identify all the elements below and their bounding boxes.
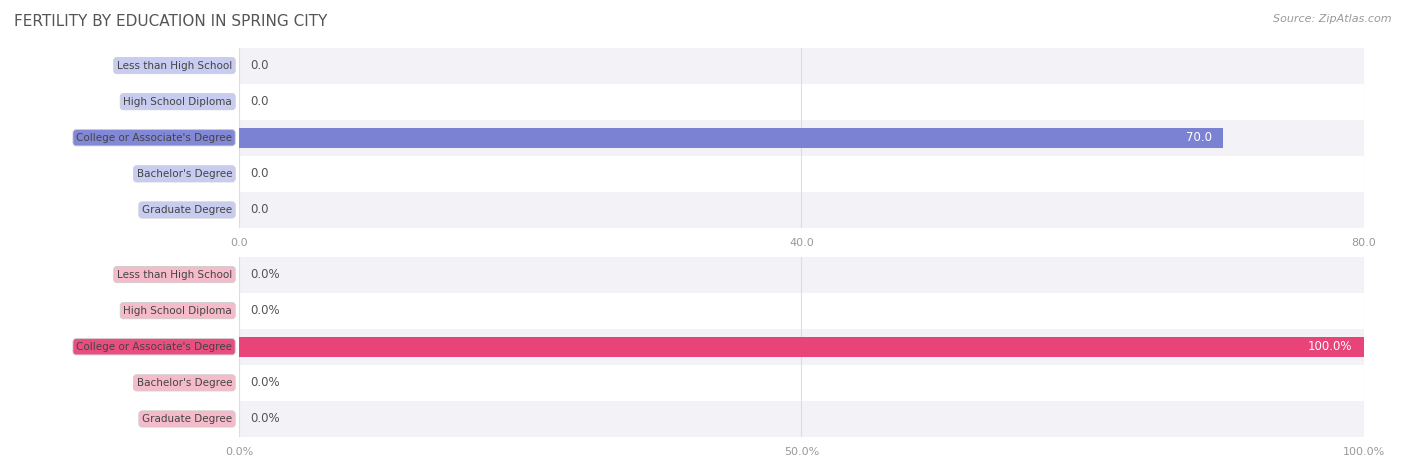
Text: 0.0: 0.0 — [250, 95, 269, 108]
Text: 0.0%: 0.0% — [250, 376, 280, 390]
Text: Less than High School: Less than High School — [117, 269, 232, 280]
Bar — [239, 329, 1364, 365]
Text: Source: ZipAtlas.com: Source: ZipAtlas.com — [1274, 14, 1392, 24]
Text: 100.0%: 100.0% — [1308, 340, 1353, 353]
Bar — [239, 128, 1223, 148]
Text: Bachelor's Degree: Bachelor's Degree — [136, 169, 232, 179]
Text: 0.0: 0.0 — [250, 203, 269, 217]
Bar — [239, 337, 1364, 357]
Text: Graduate Degree: Graduate Degree — [142, 414, 232, 424]
Text: 0.0%: 0.0% — [250, 268, 280, 281]
Text: 0.0%: 0.0% — [250, 304, 280, 317]
Text: College or Associate's Degree: College or Associate's Degree — [76, 133, 232, 143]
Bar — [239, 84, 1364, 120]
Text: Bachelor's Degree: Bachelor's Degree — [136, 378, 232, 388]
Bar — [239, 293, 1364, 329]
Bar — [239, 401, 1364, 437]
Text: 70.0: 70.0 — [1187, 131, 1212, 144]
Text: FERTILITY BY EDUCATION IN SPRING CITY: FERTILITY BY EDUCATION IN SPRING CITY — [14, 14, 328, 29]
Bar — [239, 365, 1364, 401]
Text: 0.0: 0.0 — [250, 59, 269, 72]
Bar — [239, 192, 1364, 228]
Bar — [239, 156, 1364, 192]
Text: 0.0%: 0.0% — [250, 412, 280, 426]
Text: College or Associate's Degree: College or Associate's Degree — [76, 342, 232, 352]
Bar — [239, 120, 1364, 156]
Text: Graduate Degree: Graduate Degree — [142, 205, 232, 215]
Bar — [239, 256, 1364, 293]
Text: 0.0: 0.0 — [250, 167, 269, 180]
Bar — [239, 48, 1364, 84]
Text: High School Diploma: High School Diploma — [124, 96, 232, 107]
Text: Less than High School: Less than High School — [117, 60, 232, 71]
Text: High School Diploma: High School Diploma — [124, 305, 232, 316]
